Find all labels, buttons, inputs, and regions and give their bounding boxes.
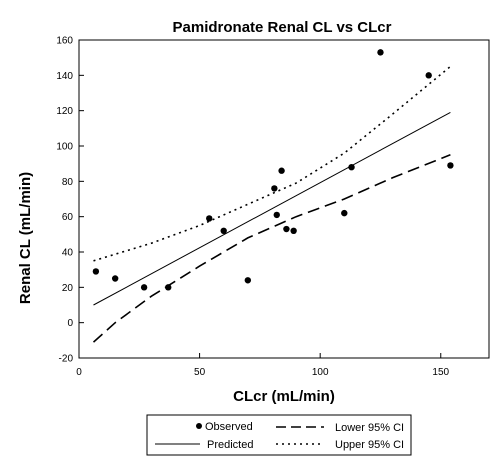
line-lower-95-ci <box>92 154 451 343</box>
point-observed <box>273 211 280 219</box>
point-observed <box>165 284 172 291</box>
y-tick-label: 140 <box>56 71 73 82</box>
x-tick-label: 50 <box>194 367 206 378</box>
x-axis-ticks: 0 50 100 150 <box>76 353 450 378</box>
point-observed <box>341 209 348 217</box>
x-axis-label: CLcr (mL/min) <box>233 388 335 405</box>
point-observed <box>348 164 355 171</box>
point-observed <box>271 185 278 192</box>
x-tick-label: 150 <box>432 367 449 378</box>
point-observed <box>283 225 290 233</box>
point-observed <box>290 227 297 234</box>
y-tick-label: -20 <box>59 354 74 365</box>
y-axis-label: Renal CL (mL/min) <box>17 172 34 304</box>
legend-observed-label: Observed <box>205 421 253 433</box>
y-tick-label: 80 <box>62 177 74 188</box>
legend-predicted-label: Predicted <box>207 439 253 451</box>
legend-observed-marker <box>196 423 202 429</box>
plot-points <box>92 49 454 291</box>
y-tick-label: 0 <box>67 318 73 329</box>
plot-frame <box>78 39 490 359</box>
point-observed <box>244 277 252 284</box>
y-tick-label: 20 <box>62 283 74 294</box>
point-observed <box>111 275 119 282</box>
point-observed <box>206 215 213 222</box>
y-tick-label: 60 <box>62 212 74 223</box>
x-tick-label: 0 <box>76 367 82 378</box>
line-predicted <box>93 111 451 306</box>
point-observed <box>425 72 432 79</box>
y-axis-ticks: -20 0 20 40 60 80 100 120 140 160 <box>56 36 84 365</box>
point-observed <box>92 268 100 275</box>
line-upper-95-ci <box>93 65 451 262</box>
legend-box <box>146 414 412 456</box>
point-observed <box>447 162 454 169</box>
plot-lines <box>92 65 451 343</box>
chart-title: Pamidronate Renal CL vs CLcr <box>173 19 392 36</box>
y-tick-label: 100 <box>56 142 73 153</box>
legend: Observed Predicted Lower 95% CI Upper 95… <box>146 414 412 456</box>
legend-lower-ci-label: Lower 95% CI <box>335 422 404 434</box>
y-tick-label: 160 <box>56 36 73 47</box>
point-observed <box>220 227 227 234</box>
y-tick-label: 40 <box>62 248 74 259</box>
point-observed <box>278 167 285 174</box>
point-observed <box>377 49 384 56</box>
x-tick-label: 100 <box>312 367 329 378</box>
point-observed <box>140 284 148 291</box>
legend-upper-ci-label: Upper 95% CI <box>335 439 404 451</box>
y-tick-label: 120 <box>56 106 73 117</box>
